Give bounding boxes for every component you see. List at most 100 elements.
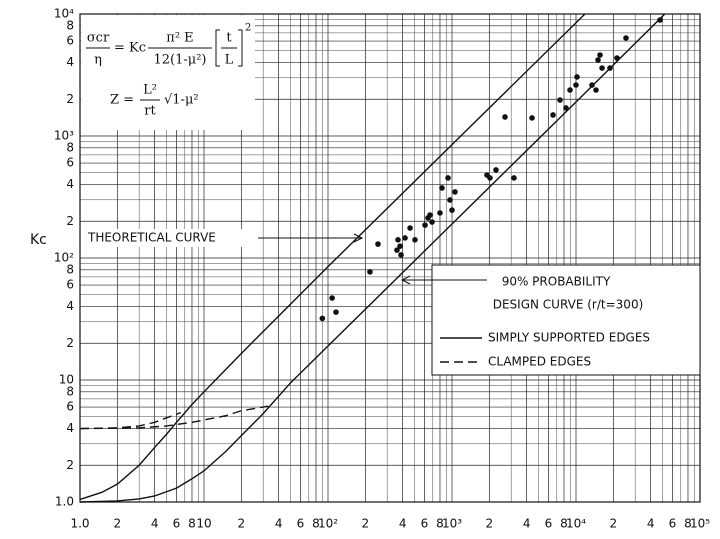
eq-text: σcr: [87, 31, 110, 46]
x-tick-label: 2: [362, 517, 370, 531]
data-point: [589, 82, 595, 88]
data-point: [574, 74, 580, 80]
data-point: [427, 212, 433, 218]
data-point: [529, 115, 535, 121]
x-tick-label: 8: [312, 517, 320, 531]
y-tick-label: 8: [66, 384, 74, 398]
eq-text: η: [94, 53, 102, 68]
data-point: [614, 55, 620, 61]
eq-text: rt: [144, 104, 156, 119]
data-point: [593, 87, 599, 93]
y-tick-label: 10²: [54, 251, 74, 265]
x-tick-label: 6: [421, 517, 429, 531]
equation: σcr η = Kc π² E 12(1-μ²) t L 2 Z = L² rt…: [86, 23, 251, 119]
y-tick-label: 8: [66, 140, 74, 154]
eq-text: 12(1-μ²): [153, 53, 206, 68]
data-point: [445, 175, 451, 181]
x-tick-label: 1.0: [70, 517, 89, 531]
legend-label: CLAMPED EDGES: [488, 355, 591, 369]
data-point: [395, 236, 401, 243]
data-point: [394, 247, 400, 253]
x-tick-label: 6: [545, 517, 553, 531]
x-tick-label: 8: [188, 517, 196, 531]
eq-text: L²: [143, 83, 157, 98]
curve: [79, 13, 586, 501]
data-point: [607, 65, 613, 71]
eq-text: Z =: [110, 93, 134, 108]
x-tick-label: 10⁴: [566, 517, 586, 531]
data-point: [437, 210, 443, 216]
y-tick-label: 4: [66, 55, 74, 69]
y-tick-label: 4: [66, 421, 74, 435]
y-tick-label: 2: [66, 458, 74, 472]
eq-text: = Kc: [114, 41, 146, 56]
y-tick-label: 6: [66, 400, 74, 414]
data-point: [487, 175, 493, 181]
eq-text: 2: [245, 23, 251, 34]
curve: [79, 13, 666, 503]
label-bg: [84, 229, 256, 247]
bracket: [215, 29, 243, 67]
data-point: [599, 65, 605, 71]
data-point: [597, 52, 603, 58]
data-point: [412, 236, 418, 243]
y-tick-label: 10³: [54, 129, 74, 143]
y-tick-label: 2: [66, 336, 74, 350]
y-tick-label: 6: [66, 34, 74, 48]
data-point: [563, 105, 569, 111]
curves: [79, 13, 666, 503]
data-point: [550, 112, 556, 118]
x-tick-label: 8: [684, 517, 692, 531]
data-point: [439, 185, 445, 191]
data-point: [402, 235, 408, 241]
data-point: [595, 57, 601, 63]
x-tick-label: 10²: [318, 517, 338, 531]
x-tick-label: 10⁵: [690, 517, 710, 531]
data-point: [557, 97, 563, 103]
x-tick-label: 8: [560, 517, 568, 531]
data-point: [367, 269, 373, 275]
x-tick-label: 10: [196, 517, 211, 531]
data-point: [567, 87, 573, 93]
data-point: [449, 207, 455, 213]
x-tick-label: 2: [238, 517, 246, 531]
x-tick-label: 4: [523, 517, 531, 531]
eq-text: π² E: [166, 31, 193, 46]
curve: [79, 405, 269, 430]
x-tick-label: 10³: [442, 517, 462, 531]
legend-box: [431, 264, 701, 376]
x-tick-label: 8: [436, 517, 444, 531]
legend: SIMPLY SUPPORTED EDGES CLAMPED EDGES: [440, 331, 650, 369]
arrow: [400, 275, 487, 285]
x-tick-label: 4: [275, 517, 283, 531]
arrow: [258, 233, 364, 243]
y-tick-label: 4: [66, 177, 74, 191]
data-point: [502, 114, 508, 120]
y-tick-label: 8: [66, 18, 74, 32]
data-point: [452, 189, 458, 195]
x-tick-label: 6: [173, 517, 181, 531]
data-point: [511, 175, 517, 181]
annotation: THEORETICAL CURVE: [87, 231, 216, 245]
x-tick-label: 6: [297, 517, 305, 531]
y-tick-label: 10: [59, 373, 74, 387]
eq-text: L: [225, 53, 234, 68]
x-tick-label: 4: [647, 517, 655, 531]
data-point: [398, 252, 404, 258]
y-tick-label: 10⁴: [54, 7, 74, 21]
legend-label: SIMPLY SUPPORTED EDGES: [488, 331, 650, 345]
eq-text: √1-μ²: [164, 93, 199, 108]
data-point: [623, 35, 629, 41]
y-tick-label: 6: [66, 278, 74, 292]
y-tick-label: 4: [66, 299, 74, 313]
y-tick-label: 1.0: [55, 495, 74, 509]
data-point: [333, 309, 339, 315]
y-tick-label: 8: [66, 262, 74, 276]
data-point: [493, 167, 499, 173]
eq-text: t: [226, 31, 232, 46]
plot-frame: [79, 13, 701, 503]
data-point: [657, 17, 663, 23]
data-point: [407, 225, 413, 231]
y-tick-label: 6: [66, 156, 74, 170]
